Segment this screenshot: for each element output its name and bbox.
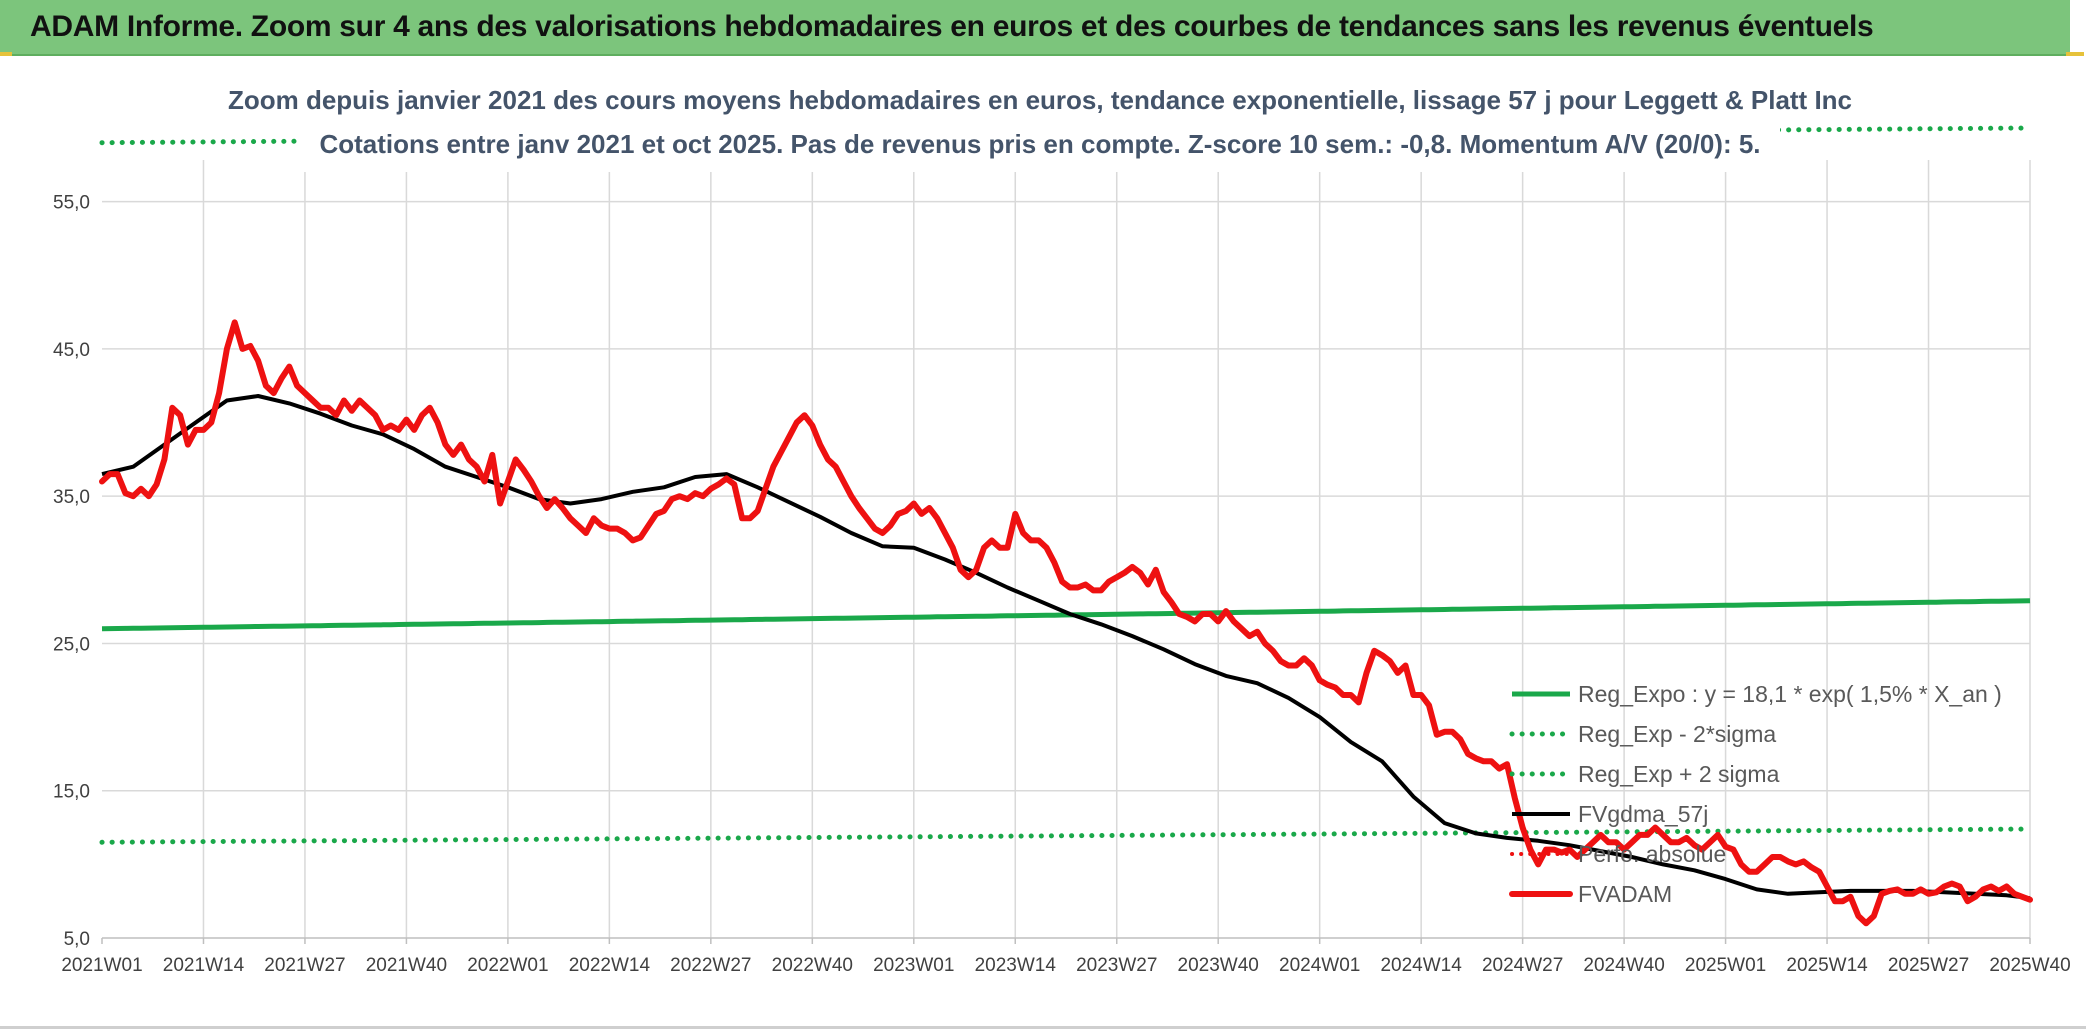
x-tick-label: 2022W27 <box>670 955 751 976</box>
y-tick-label: 35,0 <box>53 487 90 508</box>
axes: 5,0 15,0 25,0 35,0 45,0 55,0 2021W01 2021W14 202… <box>53 193 2071 976</box>
x-tick-label: 2021W40 <box>366 955 447 976</box>
legend-entry: Perfo. absolue <box>1578 841 1726 867</box>
x-tick-label: 2023W40 <box>1178 955 1259 976</box>
legend-entry: Reg_Expo : y = 18,1 * exp( 1,5% * X_an ) <box>1578 681 2002 707</box>
x-tick-label: 2022W40 <box>772 955 853 976</box>
series-line-reg-exp-2-sigma <box>99 826 2033 845</box>
bottom-border <box>0 1026 2086 1029</box>
chart-container: 5,0 15,0 25,0 35,0 45,0 55,0 2021W01 2021W14 202… <box>0 56 2086 1031</box>
x-tick-label: 2025W40 <box>1989 955 2070 976</box>
grid-lines <box>102 160 2031 938</box>
chart-legend: Reg_Expo : y = 18,1 * exp( 1,5% * X_an )… <box>1509 681 2002 907</box>
x-tick-label: 2021W27 <box>264 955 345 976</box>
y-tick-label: 5,0 <box>64 929 90 950</box>
x-tick-label: 2023W27 <box>1076 955 1157 976</box>
x-tick-label: 2024W40 <box>1583 955 1664 976</box>
y-tick-label: 55,0 <box>53 193 90 214</box>
x-tick-label: 2025W27 <box>1888 955 1969 976</box>
x-tick-label: 2021W14 <box>163 955 245 976</box>
report-header: ADAM Informe. Zoom sur 4 ans des valoris… <box>0 0 2070 56</box>
x-tick-label: 2022W01 <box>467 955 548 976</box>
x-tick-label: 2021W01 <box>61 955 142 976</box>
y-tick-label: 15,0 <box>53 782 90 803</box>
chart-titles: Zoom depuis janvier 2021 des cours moyen… <box>228 80 1852 172</box>
chart-title: Zoom depuis janvier 2021 des cours moyen… <box>228 85 1852 115</box>
x-tick-label: 2025W01 <box>1685 955 1766 976</box>
x-tick-label: 2023W14 <box>975 955 1057 976</box>
series-line-reg-expo-y-18-1-exp-1-5-x-an <box>101 598 2031 632</box>
x-tick-label: 2023W01 <box>873 955 954 976</box>
corner-marker-left <box>0 52 12 56</box>
series-line-fvadam <box>99 319 2033 927</box>
x-tick-label: 2024W27 <box>1482 955 1563 976</box>
x-tick-label: 2022W14 <box>569 955 651 976</box>
x-tick-label: 2025W14 <box>1786 955 1868 976</box>
corner-marker-right <box>2066 52 2084 56</box>
chart-subtitle: Cotations entre janv 2021 et oct 2025. P… <box>319 129 1760 159</box>
report-title: ADAM Informe. Zoom sur 4 ans des valoris… <box>30 10 1874 43</box>
series-layer <box>99 125 2033 927</box>
x-tick-label: 2024W14 <box>1380 955 1462 976</box>
y-tick-label: 45,0 <box>53 340 90 361</box>
x-tick-label: 2024W01 <box>1279 955 1360 976</box>
legend-entry: Reg_Exp - 2*sigma <box>1578 721 1776 747</box>
series-line-fvgdma-57j <box>101 394 2031 901</box>
legend-entry: Reg_Exp + 2 sigma <box>1578 761 1780 787</box>
title-background <box>300 80 1780 172</box>
legend-entry: FVADAM <box>1578 881 1672 907</box>
y-tick-label: 25,0 <box>53 634 90 655</box>
legend-entry: FVgdma_57j <box>1578 801 1708 827</box>
line-chart: 5,0 15,0 25,0 35,0 45,0 55,0 2021W01 2021W14 202… <box>53 80 2071 976</box>
